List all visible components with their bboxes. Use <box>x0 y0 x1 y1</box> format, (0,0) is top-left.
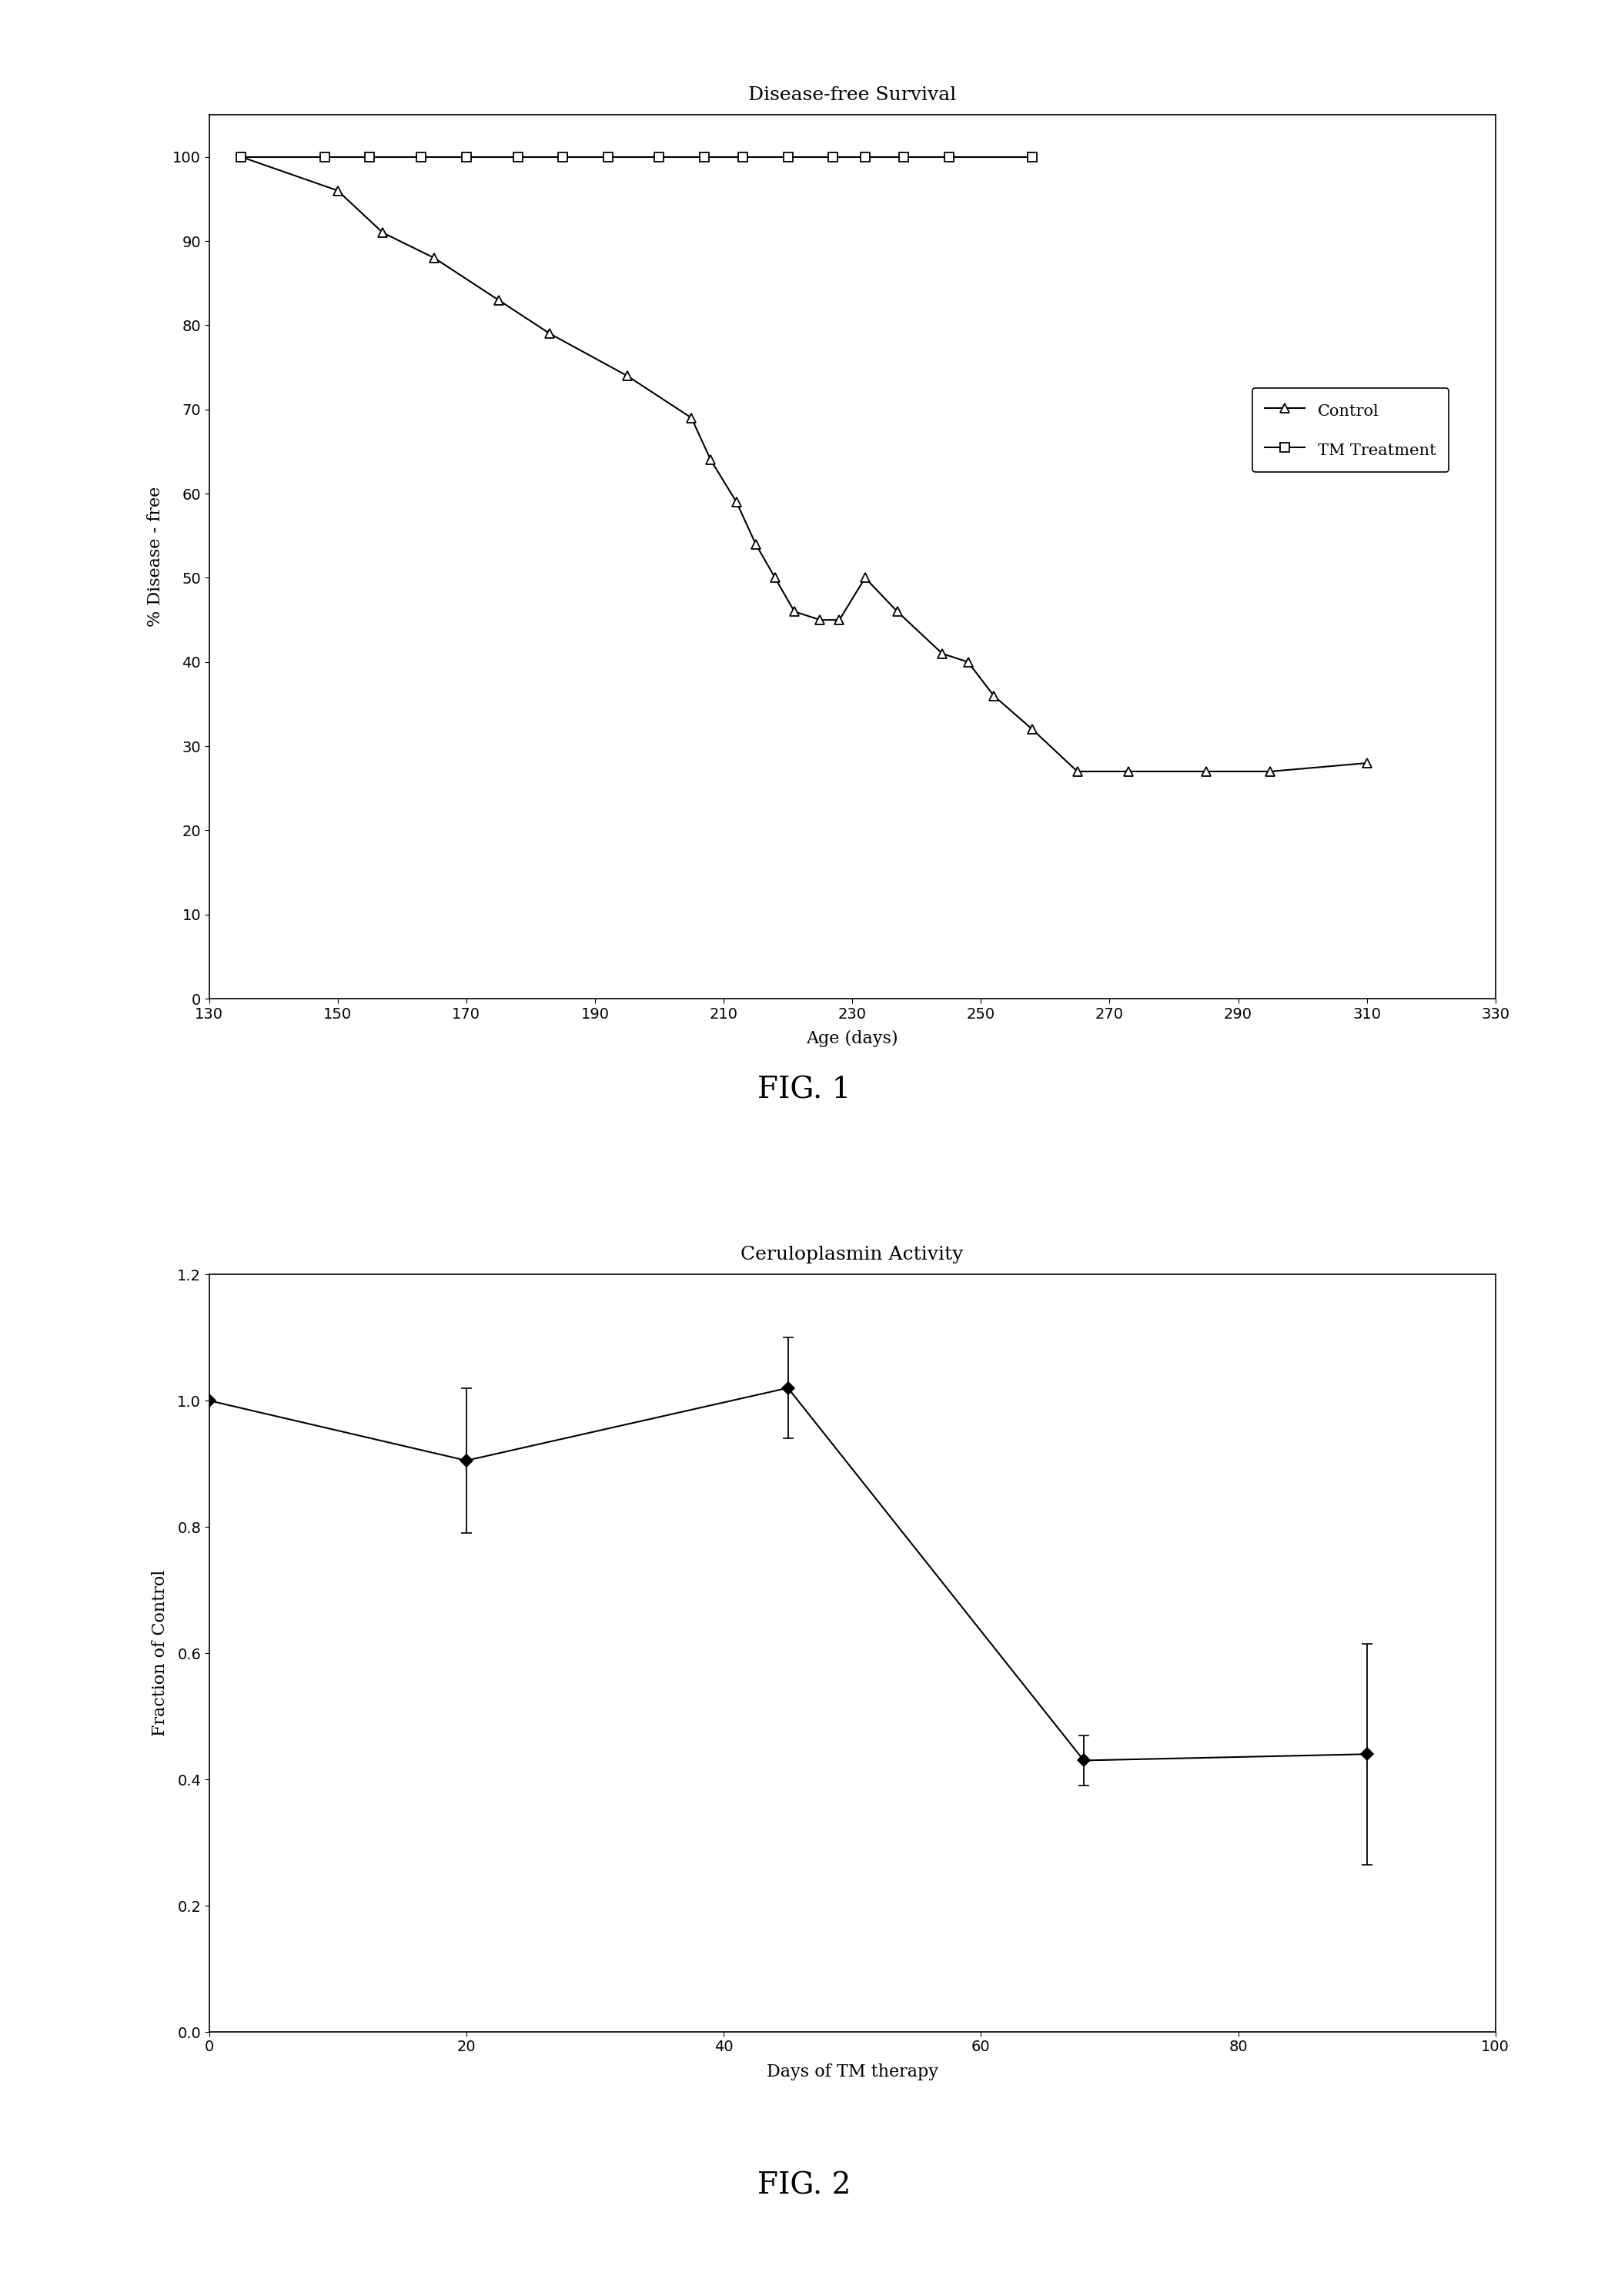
Legend: Control, TM Treatment: Control, TM Treatment <box>1253 388 1449 473</box>
X-axis label: Age (days): Age (days) <box>806 1031 899 1047</box>
Control <box>617 363 637 390</box>
TM Treatment <box>1023 142 1042 170</box>
TM Treatment <box>733 142 753 170</box>
TM Treatment <box>508 142 527 170</box>
TM Treatment <box>939 142 958 170</box>
Control <box>1261 758 1280 785</box>
TM Treatment <box>894 142 913 170</box>
Control <box>1196 758 1216 785</box>
Control <box>373 218 392 246</box>
Control <box>785 597 804 625</box>
TM Treatment <box>855 142 875 170</box>
TM Treatment <box>232 142 251 170</box>
Control <box>1068 758 1087 785</box>
Y-axis label: Fraction of Control: Fraction of Control <box>151 1570 169 1736</box>
Control <box>958 647 978 675</box>
Line: TM Treatment: TM Treatment <box>236 152 1037 161</box>
Text: FIG. 1: FIG. 1 <box>757 1077 851 1104</box>
TM Treatment <box>457 142 476 170</box>
TM Treatment <box>412 142 431 170</box>
X-axis label: Days of TM therapy: Days of TM therapy <box>767 2064 937 2080</box>
Control <box>232 142 251 170</box>
TM Treatment <box>695 142 714 170</box>
Control <box>1023 716 1042 744</box>
Control <box>682 404 701 432</box>
Control <box>727 489 746 517</box>
Text: FIG. 2: FIG. 2 <box>757 2172 851 2200</box>
Y-axis label: % Disease - free: % Disease - free <box>148 487 164 627</box>
Control <box>489 287 508 315</box>
TM Treatment <box>315 142 334 170</box>
Control <box>1119 758 1138 785</box>
TM Treatment <box>553 142 572 170</box>
Control <box>984 682 1003 709</box>
Control <box>830 606 849 634</box>
TM Treatment <box>778 142 798 170</box>
Control <box>540 319 560 347</box>
TM Treatment <box>360 142 379 170</box>
Control <box>746 530 765 558</box>
Control <box>1357 748 1376 776</box>
Control <box>888 597 907 625</box>
TM Treatment <box>650 142 669 170</box>
Control <box>425 243 444 271</box>
Control <box>933 641 952 668</box>
TM Treatment <box>598 142 617 170</box>
Title: Ceruloplasmin Activity: Ceruloplasmin Activity <box>741 1244 963 1263</box>
Control <box>765 565 785 592</box>
Control <box>701 445 720 473</box>
Title: Disease-free Survival: Disease-free Survival <box>748 85 957 103</box>
Line: Control: Control <box>236 152 1372 776</box>
Control <box>855 565 875 592</box>
TM Treatment <box>823 142 843 170</box>
Control <box>810 606 830 634</box>
Control <box>328 177 347 204</box>
